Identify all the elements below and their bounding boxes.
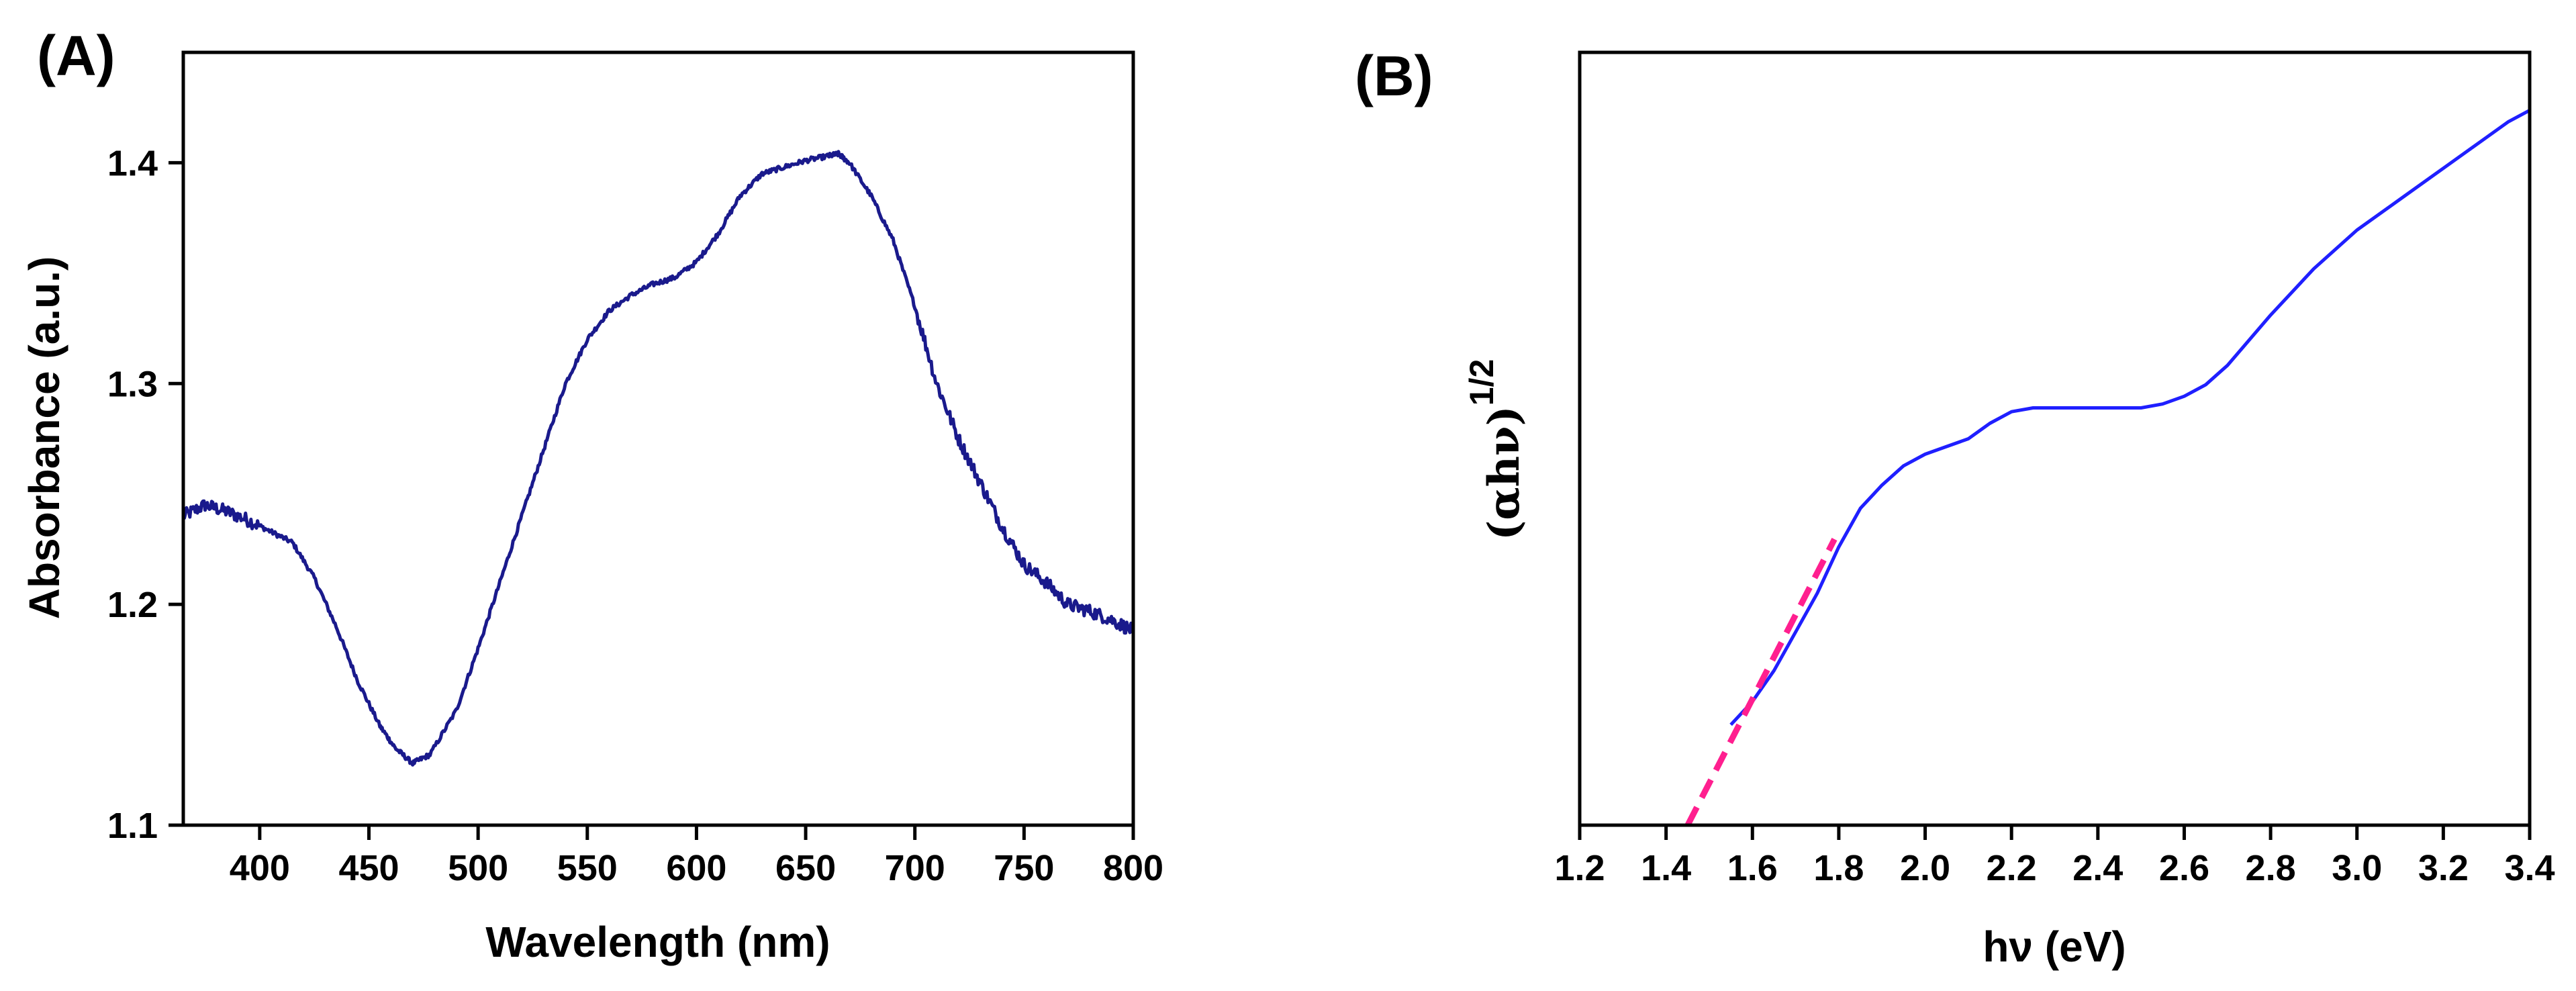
y-axis-title-b-base: (αhν) xyxy=(1479,406,1529,540)
chart-panel-a: (A) 400 450 500 550 600 650 700 750 800 1.11.21.… xyxy=(20,24,1163,966)
x-tick-label: 1.8 xyxy=(1813,848,1864,888)
x-tick-label: 800 xyxy=(1103,848,1163,888)
tauc-series-group xyxy=(1684,109,2531,827)
x-tick-label: 750 xyxy=(994,848,1054,888)
data-series-line xyxy=(1729,109,2531,726)
y-axis-ticks-a: 1.1 1.2 1.3 1.4 xyxy=(107,143,183,846)
x-tick-label: 3.4 xyxy=(2504,848,2555,888)
x-axis-title-a: Wavelength (nm) xyxy=(485,918,830,966)
x-tick-label: 2.2 xyxy=(1987,848,2037,888)
plot-frame-b xyxy=(1578,50,2532,827)
x-tick-label: 2.8 xyxy=(2246,848,2296,888)
panel-label-b: (B) xyxy=(1355,44,1433,107)
x-tick-label: 600 xyxy=(666,848,726,888)
y-tick-label: 1.2 xyxy=(107,585,158,625)
absorbance-series-group xyxy=(181,150,1135,767)
x-tick-label: 1.6 xyxy=(1727,848,1778,888)
data-series-line xyxy=(181,150,1135,767)
y-tick-label: 1.4 xyxy=(107,143,158,183)
linear-fit-line xyxy=(1684,538,1838,827)
x-tick-label: 2.6 xyxy=(2159,848,2209,888)
x-axis-ticks-a: 400 450 500 550 600 650 700 750 800 xyxy=(230,825,1163,888)
y-tick-label: 1.3 xyxy=(107,364,158,404)
x-tick-label: 1.4 xyxy=(1641,848,1691,888)
x-tick-label: 500 xyxy=(448,848,508,888)
x-tick-label: 1.2 xyxy=(1554,848,1605,888)
plot-frame-a xyxy=(181,50,1135,827)
y-tick-label: 1.1 xyxy=(107,806,158,846)
x-tick-label: 650 xyxy=(775,848,836,888)
x-tick-label: 700 xyxy=(885,848,945,888)
x-tick-label: 2.0 xyxy=(1900,848,1950,888)
x-axis-ticks-b: 1.2 1.4 1.6 1.8 2.0 2.2 2.4 2.6 2.8 3.0 3.2 3.4 xyxy=(1554,825,2555,888)
y-axis-title-b: (αhν)1/2 xyxy=(1463,359,1529,540)
x-tick-label: 2.4 xyxy=(2072,848,2123,888)
x-tick-label: 550 xyxy=(557,848,618,888)
chart-panel-b: (B) 1.2 1.4 1.6 1.8 2.0 2.2 2.4 2.6 2.8 3.0 3.2 3.4… xyxy=(1355,44,2555,971)
x-tick-label: 400 xyxy=(230,848,290,888)
x-axis-title-b: hν (eV) xyxy=(1983,923,2126,971)
x-tick-label: 3.2 xyxy=(2418,848,2469,888)
y-axis-title-a: Absorbance (a.u.) xyxy=(20,256,68,620)
y-axis-title-b-sup: 1/2 xyxy=(1463,359,1500,406)
x-tick-label: 450 xyxy=(338,848,399,888)
x-tick-label: 3.0 xyxy=(2332,848,2382,888)
panel-label-a: (A) xyxy=(37,24,115,87)
